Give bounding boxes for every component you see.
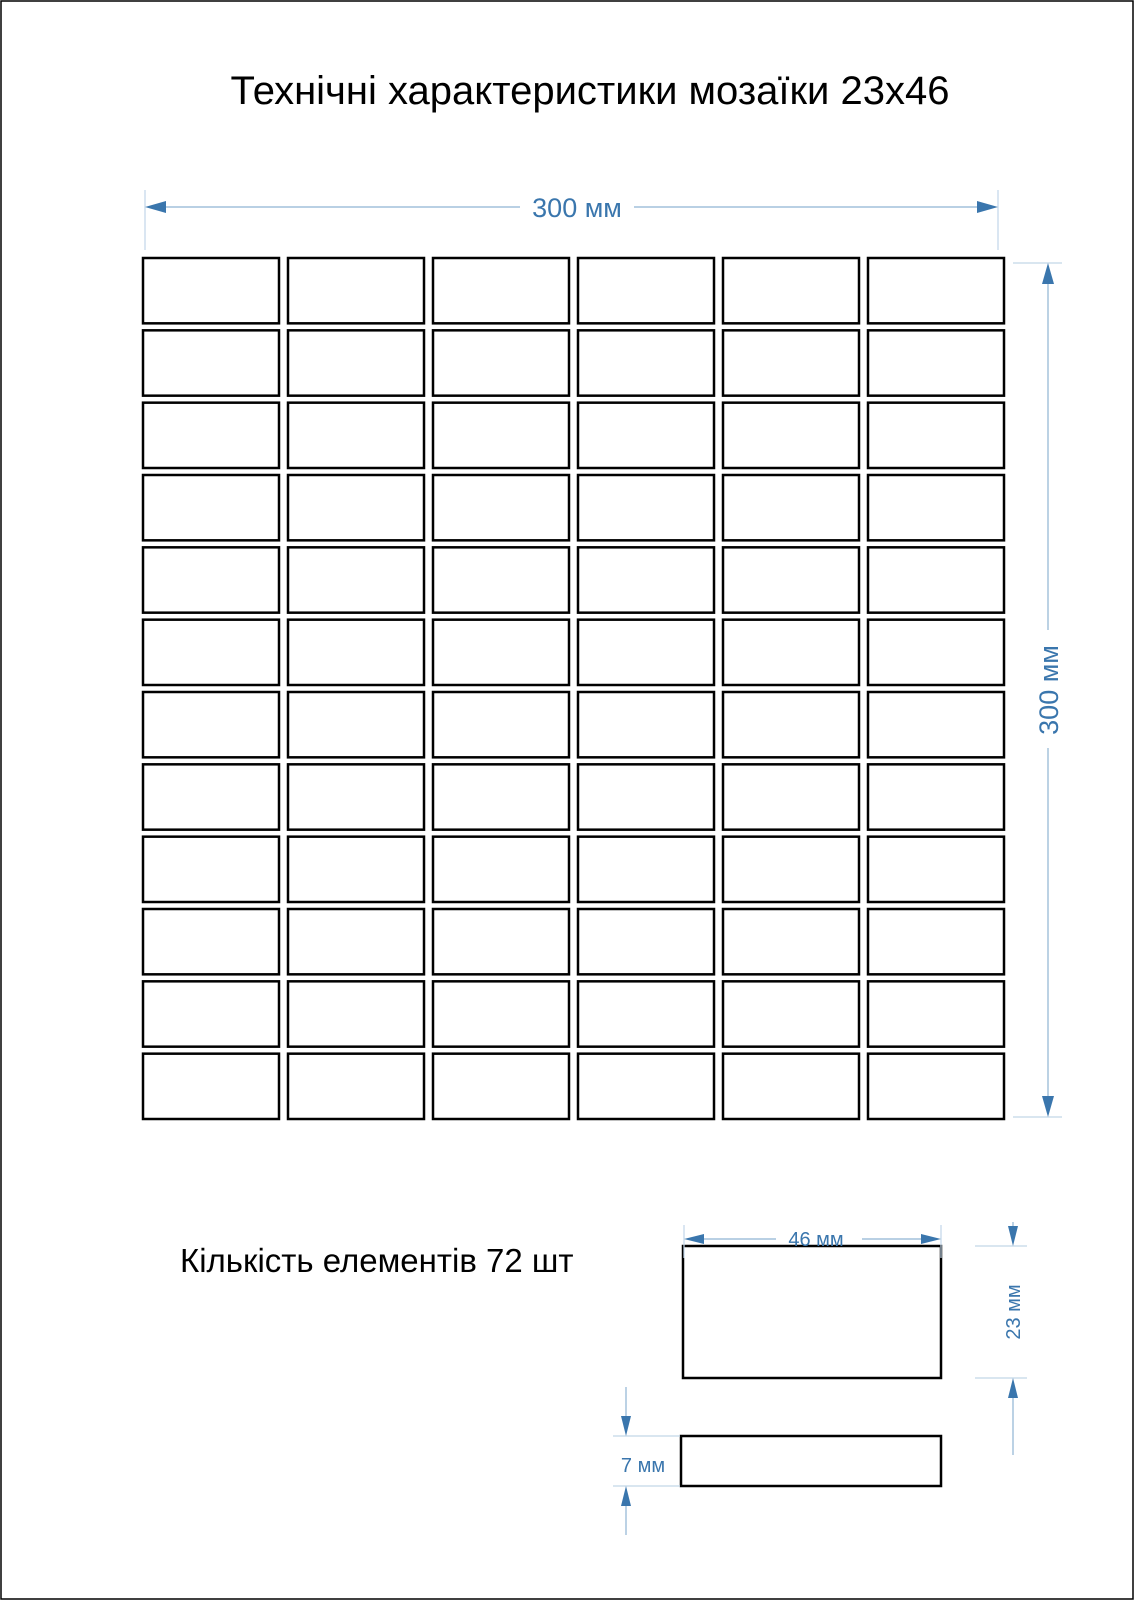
mosaic-tile xyxy=(721,401,861,470)
mosaic-tile xyxy=(576,835,716,904)
element-width-label: 23 мм xyxy=(1003,1284,1025,1339)
element-length-label: 46 мм xyxy=(788,1229,843,1251)
element-face xyxy=(681,1244,943,1380)
mosaic-tile xyxy=(866,763,1006,831)
arrow-right-icon xyxy=(977,201,998,213)
mosaic-tile xyxy=(721,256,861,325)
element-width-dimension: 23 мм xyxy=(975,1222,1027,1455)
mosaic-tile xyxy=(286,763,426,831)
element-thickness-label: 7 мм xyxy=(621,1455,665,1477)
mosaic-tile xyxy=(866,690,1006,759)
mosaic-tile xyxy=(141,256,281,325)
mosaic-tile xyxy=(141,329,281,397)
mosaic-tile xyxy=(286,329,426,397)
mosaic-tile xyxy=(431,1052,571,1121)
mosaic-tile xyxy=(431,473,571,542)
mosaic-tile xyxy=(576,980,716,1048)
mosaic-sheet-grid xyxy=(141,256,1006,1121)
mosaic-tile xyxy=(721,835,861,904)
mosaic-tile xyxy=(721,907,861,976)
mosaic-tile xyxy=(141,473,281,542)
mosaic-tile xyxy=(286,473,426,542)
mosaic-tile xyxy=(576,690,716,759)
mosaic-tile xyxy=(866,835,1006,904)
mosaic-tile xyxy=(431,690,571,759)
mosaic-tile xyxy=(286,690,426,759)
element-side xyxy=(679,1434,943,1488)
mosaic-tile xyxy=(576,546,716,614)
mosaic-tile xyxy=(721,618,861,687)
mosaic-tile xyxy=(866,1052,1006,1121)
sheet-height-label: 300 мм xyxy=(1034,645,1064,735)
mosaic-tile xyxy=(576,1052,716,1121)
mosaic-tile xyxy=(286,835,426,904)
page-title: Технічні характеристики мозаїки 23x46 xyxy=(231,69,950,113)
mosaic-tile xyxy=(866,329,1006,397)
element-thickness-dimension: 7 мм xyxy=(613,1387,680,1535)
mosaic-tile xyxy=(721,980,861,1048)
mosaic-tile xyxy=(866,546,1006,614)
mosaic-tile xyxy=(721,1052,861,1121)
mosaic-tile xyxy=(721,763,861,831)
mosaic-tile xyxy=(576,618,716,687)
mosaic-tile xyxy=(866,618,1006,687)
mosaic-tile xyxy=(431,618,571,687)
sheet-width-label: 300 мм xyxy=(532,193,622,223)
arrow-left-icon xyxy=(145,201,166,213)
arrow-down-icon xyxy=(1042,1096,1054,1117)
mosaic-tile xyxy=(141,980,281,1048)
mosaic-tile xyxy=(431,546,571,614)
mosaic-tile xyxy=(721,546,861,614)
mosaic-tile xyxy=(431,256,571,325)
mosaic-tile xyxy=(141,1052,281,1121)
mosaic-tile xyxy=(286,401,426,470)
mosaic-tile xyxy=(431,763,571,831)
mosaic-tile xyxy=(431,329,571,397)
mosaic-tile xyxy=(431,907,571,976)
mosaic-tile xyxy=(866,907,1006,976)
mosaic-tile xyxy=(141,907,281,976)
element-count-label: Кількість елементів 72 шт xyxy=(180,1242,574,1279)
mosaic-tile xyxy=(141,401,281,470)
mosaic-tile xyxy=(576,763,716,831)
mosaic-tile xyxy=(286,256,426,325)
sheet-height-dimension: 300 мм xyxy=(1013,262,1064,1118)
mosaic-tile xyxy=(721,690,861,759)
mosaic-tile xyxy=(286,1052,426,1121)
mosaic-tile xyxy=(431,835,571,904)
mosaic-tile xyxy=(866,980,1006,1048)
mosaic-tile xyxy=(576,401,716,470)
sheet-width-dimension: 300 мм xyxy=(144,190,999,250)
arrow-up-icon xyxy=(1042,263,1054,284)
mosaic-tile xyxy=(721,473,861,542)
mosaic-tile xyxy=(141,618,281,687)
mosaic-tile xyxy=(141,763,281,831)
mosaic-tile xyxy=(576,473,716,542)
mosaic-tile xyxy=(866,256,1006,325)
mosaic-tile xyxy=(141,546,281,614)
element-length-dimension: 46 мм xyxy=(683,1225,942,1258)
mosaic-tile xyxy=(286,980,426,1048)
mosaic-tile xyxy=(431,980,571,1048)
mosaic-tile xyxy=(866,473,1006,542)
mosaic-tile xyxy=(286,546,426,614)
mosaic-tile xyxy=(286,618,426,687)
mosaic-tile xyxy=(286,907,426,976)
mosaic-tile xyxy=(576,329,716,397)
mosaic-tile xyxy=(141,835,281,904)
mosaic-tile xyxy=(576,256,716,325)
mosaic-tile xyxy=(431,401,571,470)
mosaic-tile xyxy=(576,907,716,976)
mosaic-tile xyxy=(721,329,861,397)
mosaic-tile xyxy=(141,690,281,759)
mosaic-tile xyxy=(866,401,1006,470)
